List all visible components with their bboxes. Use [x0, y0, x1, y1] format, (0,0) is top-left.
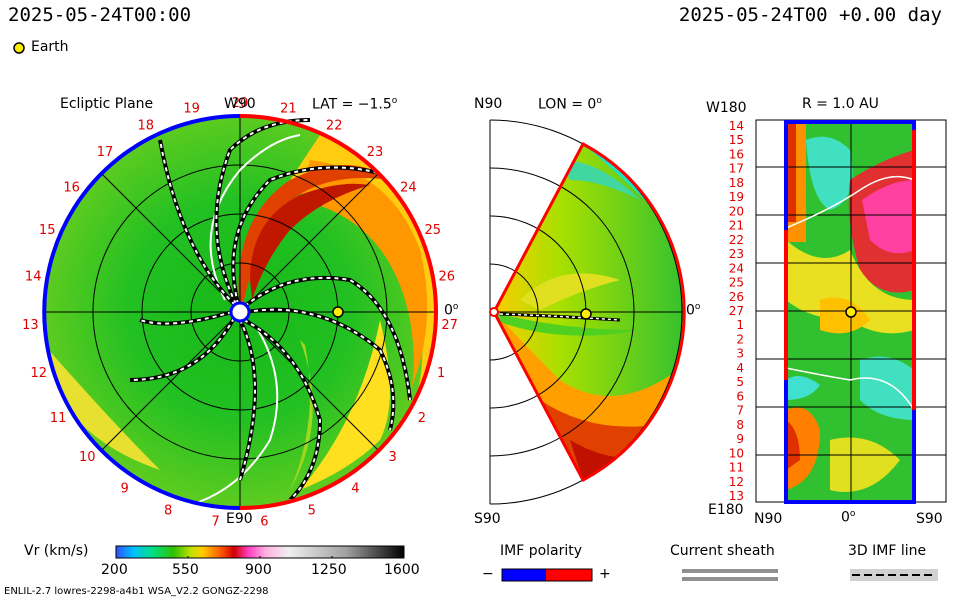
synoptic-panel	[755, 119, 947, 504]
carrington-label: 9	[120, 482, 128, 497]
carrington-label: 15	[39, 223, 56, 238]
ecliptic-panel	[42, 114, 438, 510]
carrington-label: 4	[351, 482, 359, 497]
synoptic-y-label: 14	[729, 119, 744, 133]
carrington-label: 10	[79, 450, 96, 465]
colorbar-tick-900: 900	[245, 562, 272, 578]
earth-legend-label: Earth	[31, 39, 69, 55]
meridional-panel	[489, 119, 686, 505]
meridional-top-label: N90	[474, 96, 503, 112]
synoptic-y-label: 16	[729, 148, 744, 162]
synoptic-top-left-label: W180	[706, 100, 747, 116]
meridional-right-label: 0o	[686, 302, 701, 319]
carrington-label: 14	[25, 270, 42, 285]
synoptic-y-label: 12	[729, 475, 744, 489]
synoptic-x-label-n90: N90	[754, 511, 783, 527]
synoptic-x-label-0: 0o	[841, 509, 856, 526]
timestamp-right: 2025-05-24T00 +0.00 day	[678, 4, 942, 26]
colorbar-tick-1600: 1600	[384, 562, 420, 578]
synoptic-y-label: 27	[729, 304, 744, 318]
synoptic-y-labels: 1415161718192021222324252627123456789101…	[729, 119, 744, 503]
earth-marker-ecliptic	[332, 306, 344, 318]
current-sheath-title: Current sheath	[670, 543, 775, 559]
synoptic-y-label: 17	[729, 162, 744, 176]
synoptic-y-label: 10	[729, 446, 744, 460]
carrington-label: 8	[164, 503, 172, 518]
carrington-label: 13	[22, 318, 39, 333]
synoptic-y-label: 25	[729, 276, 744, 290]
carrington-label: 17	[97, 145, 114, 160]
earth-marker-meridional	[580, 308, 592, 320]
meridional-lon-label: LON = 0o	[538, 96, 602, 113]
earth-marker-synoptic	[845, 306, 857, 318]
synoptic-y-label: 21	[729, 219, 744, 233]
synoptic-y-label: 18	[729, 176, 744, 190]
carrington-label: 21	[280, 102, 297, 117]
carrington-label: 27	[441, 318, 458, 333]
carrington-label: 18	[138, 118, 155, 133]
synoptic-bottom-left-label: E180	[708, 502, 744, 518]
synoptic-y-label: 20	[729, 204, 744, 218]
synoptic-y-label: 26	[729, 290, 744, 304]
earth-legend-marker	[13, 42, 25, 54]
carrington-label: 23	[367, 145, 384, 160]
colorbar-tick-200: 200	[101, 562, 128, 578]
imf-polarity-title: IMF polarity	[500, 543, 583, 559]
synoptic-y-label: 1	[736, 318, 744, 332]
imf-polarity-bar	[501, 568, 593, 582]
synoptic-y-label: 11	[729, 461, 744, 475]
ecliptic-title: Ecliptic Plane	[60, 96, 154, 112]
synoptic-y-label: 7	[736, 404, 744, 418]
carrington-label: 6	[260, 515, 268, 530]
carrington-label: 19	[183, 102, 200, 117]
colorbar-label: Vr (km/s)	[24, 543, 89, 559]
synoptic-x-label-s90: S90	[916, 511, 943, 527]
model-info: ENLIL-2.7 lowres-2298-a4b1 WSA_V2.2 GONG…	[4, 586, 269, 597]
timestamp-left: 2025-05-24T00:00	[8, 4, 192, 26]
current-sheath-legend-line	[682, 569, 778, 581]
carrington-label: 24	[400, 181, 417, 196]
carrington-label: 26	[439, 270, 456, 285]
synoptic-y-label: 5	[736, 375, 744, 389]
carrington-label: 12	[31, 366, 48, 381]
carrington-label: 1	[437, 366, 445, 381]
carrington-label: 5	[308, 503, 316, 518]
synoptic-y-label: 8	[736, 418, 744, 432]
synoptic-y-label: 9	[736, 432, 744, 446]
synoptic-y-label: 19	[729, 190, 744, 204]
colorbar	[115, 545, 405, 559]
imf-polarity-plus: +	[599, 566, 611, 582]
synoptic-y-label: 3	[736, 347, 744, 361]
imf-line-legend-line	[850, 569, 938, 581]
ecliptic-bottom-label: E90	[226, 511, 253, 527]
synoptic-y-label: 4	[736, 361, 744, 375]
synoptic-title: R = 1.0 AU	[802, 96, 879, 112]
carrington-label: 20	[232, 96, 249, 111]
imf-line-title: 3D IMF line	[848, 543, 927, 559]
ecliptic-lat-label: LAT = −1.5o	[312, 96, 398, 113]
carrington-labels: 19 20 212223242526271234567891011121314151…	[22, 96, 458, 530]
sun-marker	[229, 301, 251, 323]
synoptic-y-label: 6	[736, 389, 744, 403]
carrington-label: 3	[389, 450, 397, 465]
synoptic-y-label: 23	[729, 247, 744, 261]
imf-polarity-minus: −	[482, 566, 494, 582]
meridional-bottom-label: S90	[474, 511, 501, 527]
colorbar-tick-1250: 1250	[311, 562, 347, 578]
carrington-label: 22	[326, 118, 343, 133]
carrington-label: 2	[418, 411, 426, 426]
synoptic-y-label: 2	[736, 333, 744, 347]
ecliptic-top-label: W90	[224, 96, 256, 112]
carrington-label: 16	[63, 181, 80, 196]
carrington-label: 7	[211, 515, 219, 530]
synoptic-y-label: 15	[729, 133, 744, 147]
colorbar-tick-550: 550	[172, 562, 199, 578]
carrington-label: 25	[425, 223, 442, 238]
carrington-label: 11	[50, 411, 67, 426]
synoptic-y-label: 22	[729, 233, 744, 247]
synoptic-y-label: 13	[729, 489, 744, 503]
ecliptic-right-label: 0o	[444, 302, 459, 319]
synoptic-y-label: 24	[729, 261, 744, 275]
